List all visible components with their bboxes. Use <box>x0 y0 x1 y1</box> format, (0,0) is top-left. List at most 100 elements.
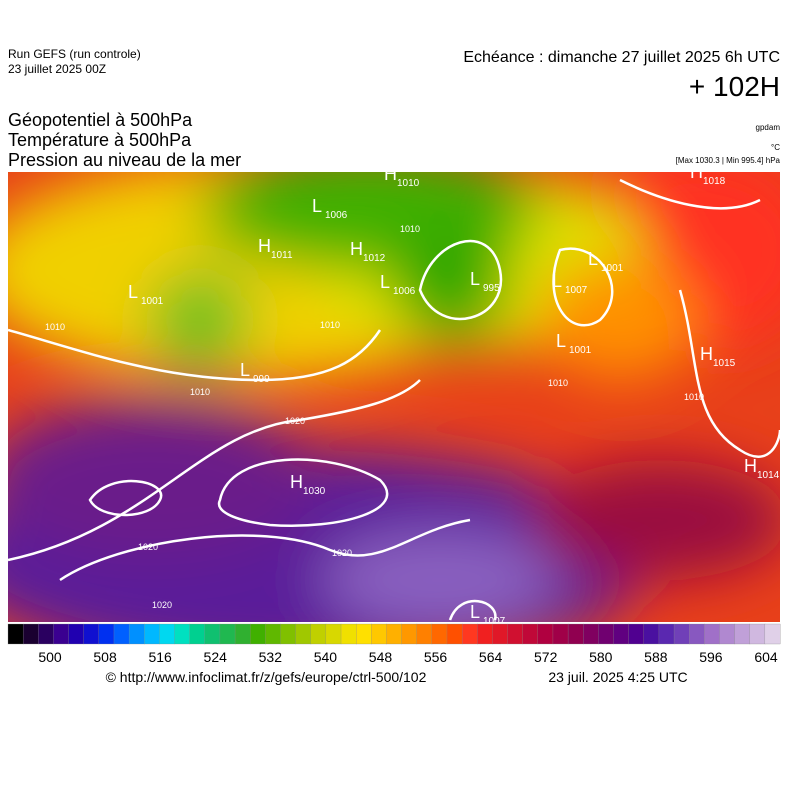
contour-label: 1020 <box>138 542 158 552</box>
colorbar-cell <box>83 623 100 645</box>
center-letter: L <box>380 272 390 292</box>
contour-label: 1020 <box>152 600 172 610</box>
colorbar-cell <box>598 623 614 645</box>
colorbar-cell <box>234 623 251 645</box>
colorbar-cell <box>22 623 39 645</box>
colorbar-cell <box>356 623 372 645</box>
contour-label: 1010 <box>320 320 340 330</box>
colorbar-label: 572 <box>534 649 558 665</box>
colorbar-cell <box>537 623 554 645</box>
center-value: 1006 <box>325 210 348 221</box>
colorbar-label: 604 <box>754 649 778 665</box>
center-value: 1011 <box>271 250 293 261</box>
colorbar-cell <box>295 623 312 645</box>
colorbar-cell <box>204 623 221 645</box>
contour-label: 1010 <box>684 392 704 402</box>
center-letter: L <box>470 269 480 289</box>
colorbar-cell <box>643 623 660 645</box>
colorbar-label: 580 <box>589 649 613 665</box>
colorbar-label: 508 <box>93 649 117 665</box>
center-letter: L <box>588 249 598 269</box>
colorbar-label: 588 <box>644 649 668 665</box>
colorbar-cell <box>310 623 327 645</box>
field: Pression au niveau de la mer <box>8 150 241 170</box>
colorbar-label: 532 <box>259 649 283 665</box>
colorbar-cell <box>416 623 433 645</box>
center-letter: H <box>700 344 713 364</box>
colorbar-cell <box>704 623 720 645</box>
colorbar-label: 556 <box>424 649 448 665</box>
colorbar-cell <box>7 623 24 645</box>
center-value: 995 <box>483 283 500 294</box>
colorbar-cell <box>53 623 69 645</box>
center-value: 1010 <box>397 178 420 189</box>
colorbar-cell <box>219 623 236 645</box>
contour-label: 1020 <box>285 416 305 426</box>
center-letter: H <box>258 236 271 256</box>
colorbar-cell <box>522 623 539 645</box>
center-value: 1007 <box>483 616 506 627</box>
center-value: 1001 <box>141 296 164 307</box>
field: Température à 500hPa <box>8 130 192 150</box>
colorbar-cell <box>159 623 175 645</box>
colorbar-cell <box>446 623 463 645</box>
colorbar-label: 596 <box>699 649 723 665</box>
colorbar-cell <box>613 623 630 645</box>
contour-label: 1010 <box>190 387 210 397</box>
contour-label: 1020 <box>332 548 352 558</box>
colorbar-cell <box>764 623 781 645</box>
center-value: 1007 <box>565 285 588 296</box>
colorbar-cell <box>477 623 493 645</box>
colorbar-label: 524 <box>204 649 228 665</box>
colorbar-cell <box>658 623 675 645</box>
center-value: 1001 <box>601 263 624 274</box>
center-value: 1018 <box>703 176 726 187</box>
center-value: 999 <box>253 374 270 385</box>
source: © http://www.infoclimat.fr/z/gefs/europe… <box>106 669 427 685</box>
colorbar-cell <box>68 623 85 645</box>
colorbar-cell <box>265 623 281 645</box>
center-value: 1001 <box>569 345 592 356</box>
colorbar-cell <box>371 623 387 645</box>
colorbar-label: 564 <box>479 649 503 665</box>
center-letter: L <box>556 331 566 351</box>
generated: 23 juil. 2025 4:25 UTC <box>548 669 687 685</box>
colorbar-cell <box>461 623 478 645</box>
run: Run GEFS (run controle) <box>8 47 141 61</box>
colorbar-cell <box>673 623 690 645</box>
colorbar-cell <box>719 623 736 645</box>
extremes: [Max 1030.3 | Min 995.4] hPa <box>676 156 781 165</box>
contour-label: 1010 <box>400 224 420 234</box>
colorbar <box>7 623 781 645</box>
colorbar-cell <box>628 623 645 645</box>
colorbar-cell <box>280 623 297 645</box>
colorbar-cell <box>98 623 115 645</box>
colorbar-cell <box>583 623 599 645</box>
center-letter: L <box>128 282 138 302</box>
center-letter: L <box>552 271 562 291</box>
center-letter: L <box>312 196 322 216</box>
unit: °C <box>771 143 780 152</box>
colorbar-cell <box>113 623 130 645</box>
colorbar-cell <box>431 623 448 645</box>
colorbar-cell <box>189 623 206 645</box>
colorbar-cell <box>552 623 569 645</box>
contour-label: 1010 <box>548 378 568 388</box>
valid-time: Echéance : dimanche 27 juillet 2025 6h U… <box>463 49 780 66</box>
center-letter: H <box>290 472 303 492</box>
colorbar-cell <box>492 623 508 645</box>
colorbar-label: 548 <box>369 649 393 665</box>
colorbar-cell <box>749 623 766 645</box>
field: Géopotentiel à 500hPa <box>8 110 193 130</box>
colorbar-cell <box>250 623 266 645</box>
center-value: 1030 <box>303 486 326 497</box>
unit: gpdam <box>756 123 781 132</box>
center-value: 1015 <box>713 358 736 369</box>
colorbar-label: 540 <box>314 649 338 665</box>
center-letter: L <box>240 360 250 380</box>
colorbar-label: 500 <box>38 649 62 665</box>
center-value: 1006 <box>393 286 416 297</box>
center-letter: H <box>350 239 363 259</box>
